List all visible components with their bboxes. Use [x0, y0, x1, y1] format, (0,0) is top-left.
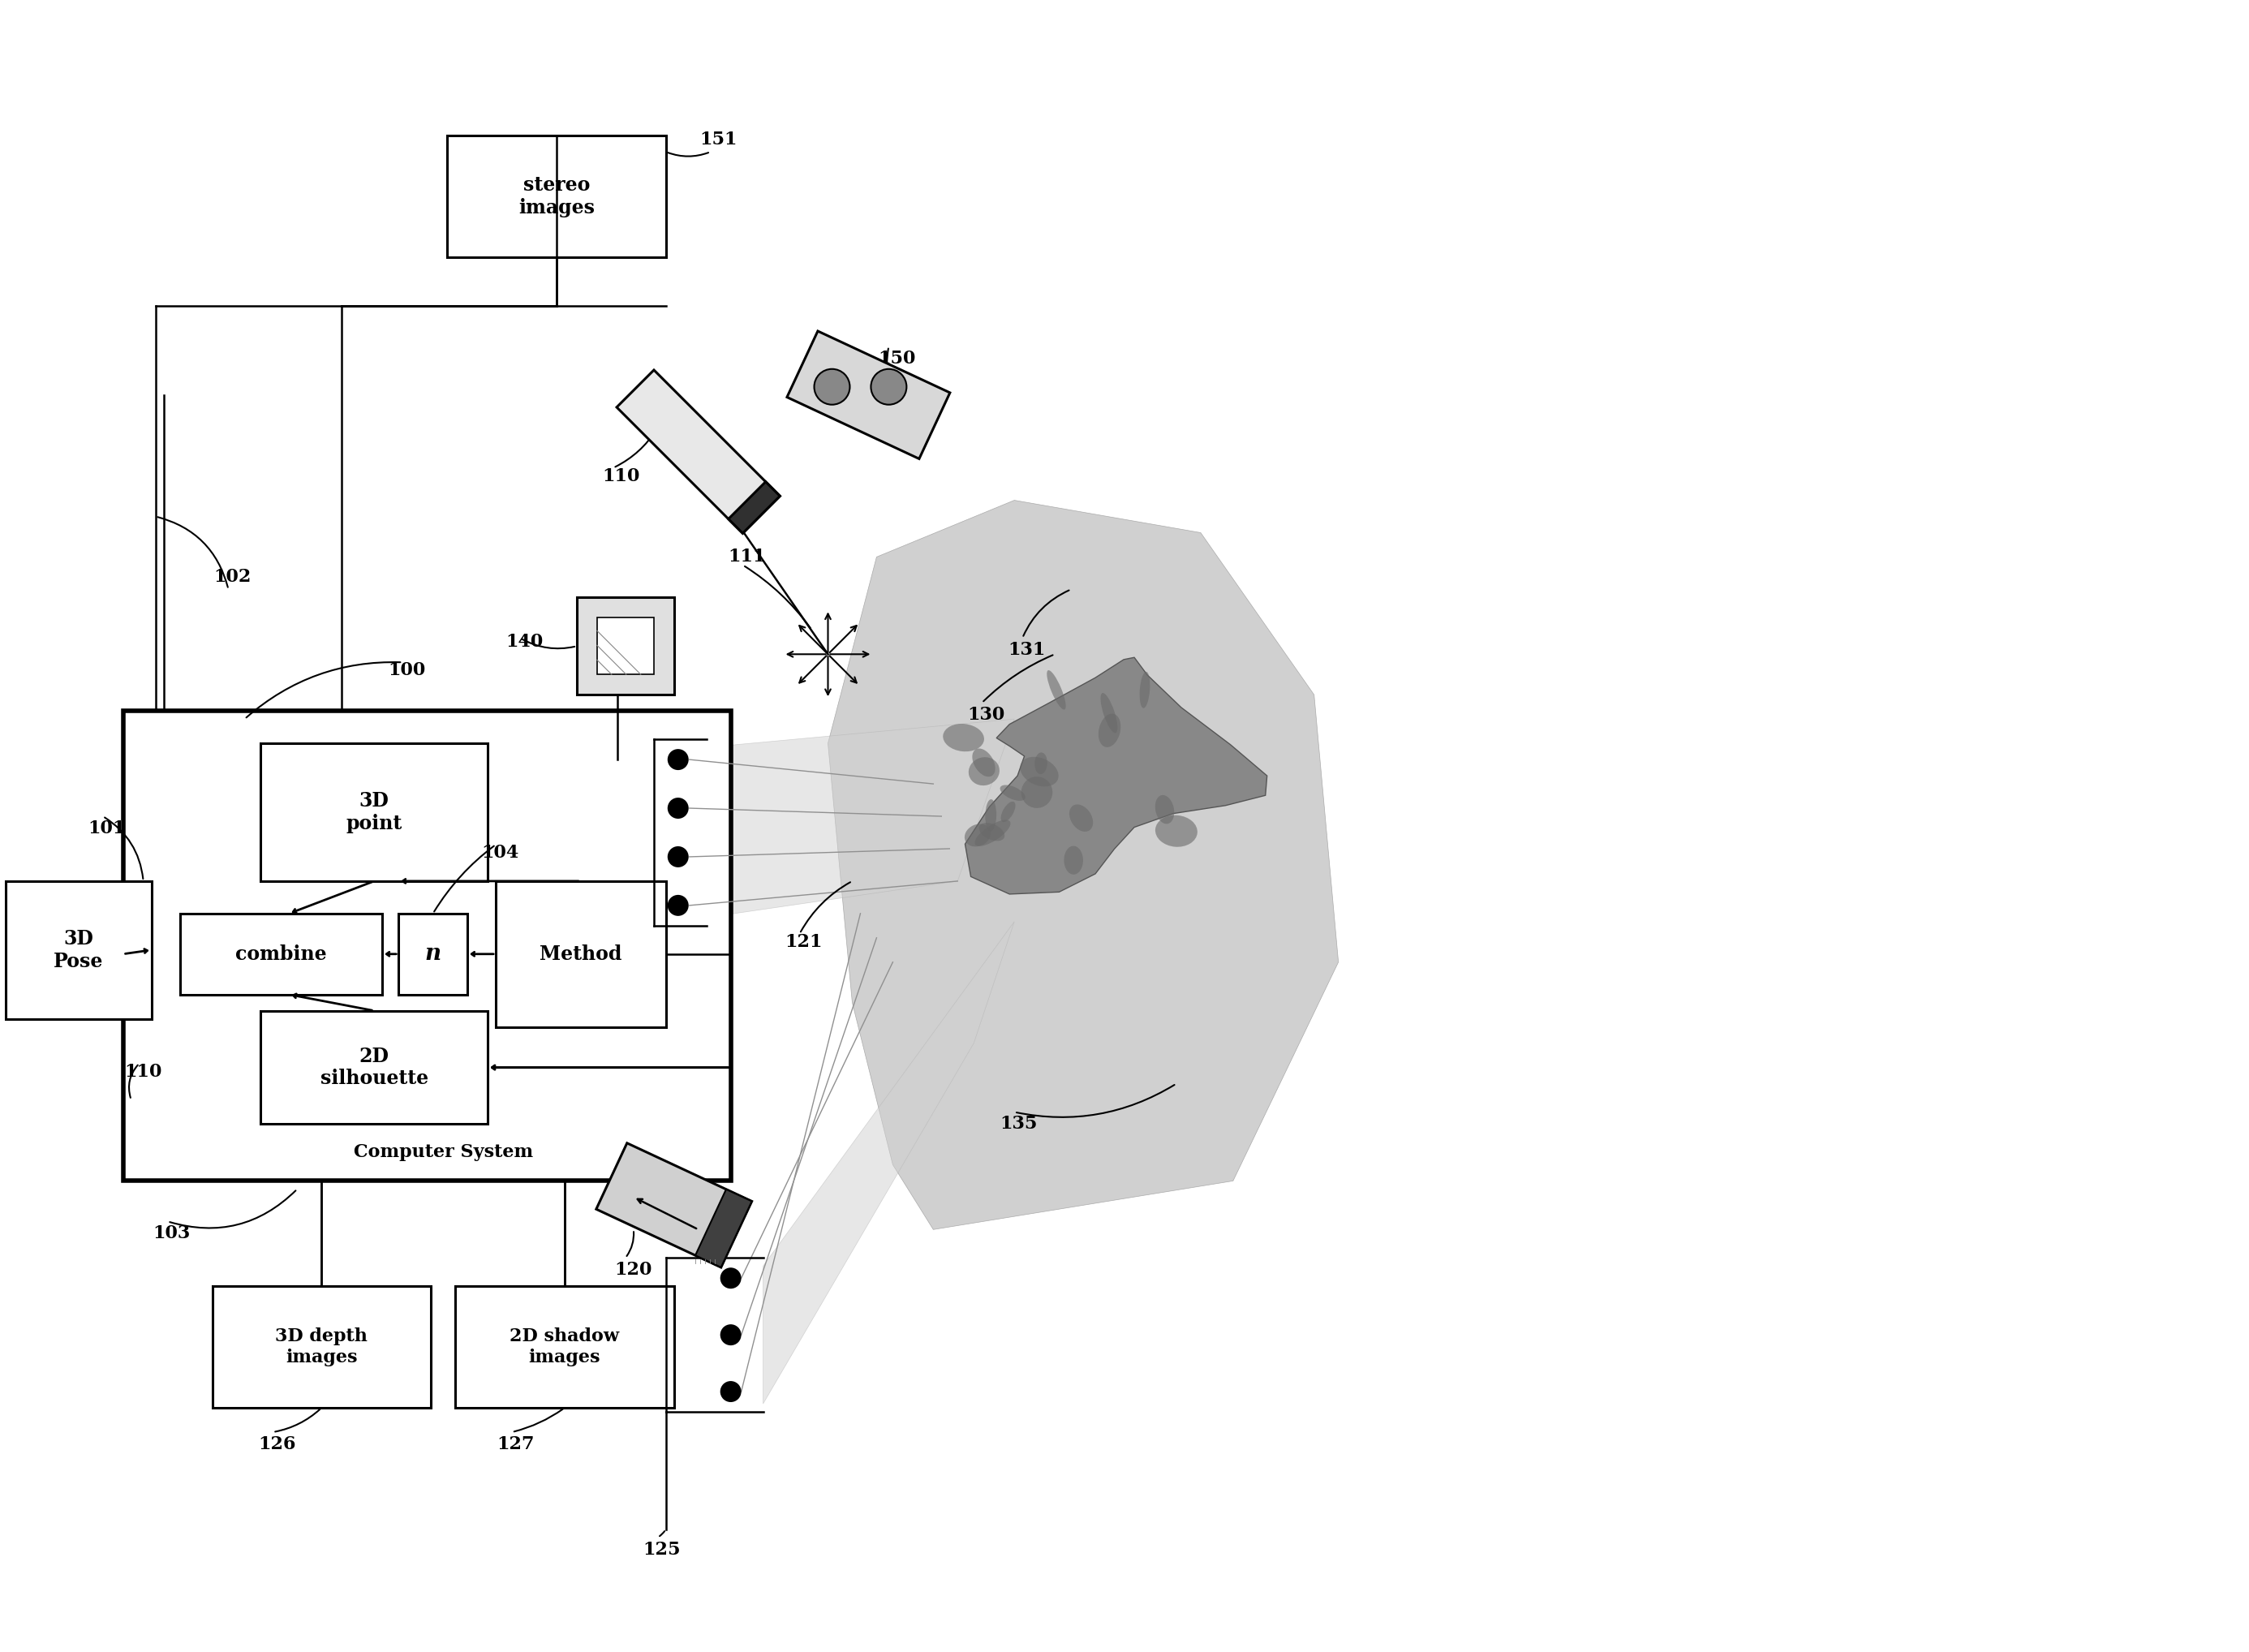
Text: Method: Method	[540, 945, 623, 963]
Circle shape	[720, 1267, 742, 1289]
Ellipse shape	[1001, 785, 1026, 801]
Polygon shape	[787, 330, 949, 459]
Polygon shape	[828, 501, 1338, 1229]
Ellipse shape	[1156, 795, 1174, 824]
Text: 3D
Pose: 3D Pose	[54, 928, 103, 971]
Circle shape	[668, 846, 688, 867]
Bar	[124, 710, 731, 1181]
Ellipse shape	[969, 757, 999, 785]
Text: 2D shadow
images: 2D shadow images	[511, 1328, 618, 1366]
Polygon shape	[965, 657, 1266, 894]
Text: 3D
point: 3D point	[346, 791, 403, 833]
Text: n: n	[425, 943, 441, 965]
Circle shape	[870, 368, 906, 405]
Polygon shape	[616, 370, 780, 534]
Ellipse shape	[1035, 752, 1048, 775]
Bar	[211, 1287, 432, 1408]
Ellipse shape	[1046, 671, 1066, 710]
Bar	[261, 743, 488, 881]
Bar	[454, 1287, 675, 1408]
Text: 121: 121	[785, 933, 823, 952]
Polygon shape	[706, 719, 1014, 917]
Text: 150: 150	[877, 350, 915, 367]
Circle shape	[668, 748, 688, 770]
Bar	[261, 1011, 488, 1123]
Text: 151: 151	[699, 131, 738, 149]
Bar	[495, 881, 666, 1028]
Circle shape	[668, 798, 688, 819]
Ellipse shape	[985, 800, 996, 831]
Ellipse shape	[978, 823, 1005, 841]
Ellipse shape	[942, 724, 985, 752]
Ellipse shape	[1001, 801, 1014, 823]
Bar	[448, 135, 666, 258]
Ellipse shape	[1100, 692, 1118, 733]
Text: 104: 104	[481, 844, 520, 862]
Text: 131: 131	[1008, 641, 1046, 659]
Text: 135: 135	[999, 1115, 1037, 1133]
Bar	[596, 618, 654, 674]
Polygon shape	[729, 482, 780, 534]
Text: 130: 130	[967, 705, 1005, 724]
Text: 125: 125	[643, 1541, 681, 1558]
Text: 101: 101	[88, 819, 126, 838]
Text: 111: 111	[729, 548, 767, 567]
Polygon shape	[596, 1143, 751, 1267]
Text: 120: 120	[614, 1260, 652, 1279]
Circle shape	[814, 368, 850, 405]
Ellipse shape	[1021, 776, 1053, 808]
Bar	[398, 914, 468, 995]
Text: 2D
silhouette: 2D silhouette	[319, 1046, 427, 1089]
Ellipse shape	[1140, 672, 1149, 709]
Text: 110: 110	[124, 1062, 162, 1080]
Ellipse shape	[972, 748, 996, 776]
Ellipse shape	[974, 819, 1010, 846]
Polygon shape	[762, 922, 1014, 1404]
Bar	[180, 914, 382, 995]
Text: 126: 126	[259, 1436, 297, 1454]
Circle shape	[720, 1325, 742, 1345]
Ellipse shape	[965, 824, 992, 846]
Polygon shape	[695, 1189, 751, 1267]
Text: 110: 110	[603, 468, 641, 486]
Text: 102: 102	[214, 568, 252, 586]
Circle shape	[668, 895, 688, 915]
Ellipse shape	[1098, 714, 1120, 747]
Ellipse shape	[1064, 846, 1084, 874]
Ellipse shape	[1021, 757, 1059, 786]
Text: 127: 127	[497, 1436, 535, 1454]
Text: 100: 100	[387, 661, 425, 679]
Text: combine: combine	[236, 945, 326, 963]
Ellipse shape	[1156, 814, 1196, 847]
Bar	[576, 598, 675, 695]
Text: 3D depth
images: 3D depth images	[274, 1328, 369, 1366]
Circle shape	[720, 1381, 742, 1403]
Text: Computer System: Computer System	[353, 1143, 533, 1161]
Bar	[4, 881, 151, 1019]
Ellipse shape	[1068, 805, 1093, 831]
Text: stereo
images: stereo images	[520, 175, 594, 218]
Text: 140: 140	[506, 633, 542, 651]
Text: 103: 103	[153, 1224, 191, 1242]
